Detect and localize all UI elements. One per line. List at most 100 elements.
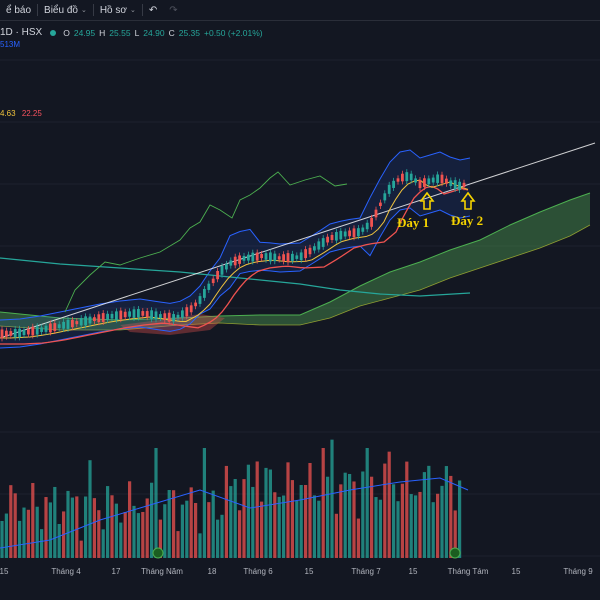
candle: [84, 316, 87, 326]
candle: [185, 307, 189, 317]
volume-bar: [202, 448, 206, 558]
time-axis-label: Tháng 4: [51, 567, 81, 576]
volume-bar: [31, 483, 35, 558]
volume-bar: [449, 475, 453, 558]
candle: [101, 313, 105, 322]
candle: [154, 311, 158, 320]
candle: [414, 178, 417, 183]
volume-bar: [308, 462, 312, 558]
volume-bar: [330, 439, 334, 558]
candle: [282, 254, 285, 262]
volume-bar: [66, 490, 70, 558]
redo-button[interactable]: ↷: [163, 0, 183, 20]
candle: [211, 278, 215, 284]
volume-bar: [444, 466, 448, 558]
change-value: +0.50 (+2.01%): [204, 27, 263, 38]
volume-bar: [396, 501, 400, 558]
ohlc-legend: 1D · HSX O 24.95 H 25.55 L 24.90 C 25.35 +0.…: [0, 27, 263, 38]
volume-bar: [233, 479, 237, 558]
candle: [357, 228, 360, 237]
cloud-lower-line: [0, 224, 591, 331]
volume-bar: [88, 460, 92, 558]
top-toolbar: ể báo Biểu đồ ⌄ Hồ sơ ⌄ ↶ ↷: [0, 0, 600, 21]
candle: [264, 253, 268, 260]
volume-bar: [224, 465, 228, 558]
time-axis-label: Tháng 7: [351, 567, 381, 576]
volume-bar: [40, 529, 44, 558]
candle: [123, 311, 127, 318]
volume-bar: [132, 505, 136, 558]
candle: [66, 319, 70, 329]
event-marker-icon: [152, 547, 164, 559]
candle: [418, 179, 422, 189]
candle: [370, 217, 373, 227]
candle: [40, 327, 43, 332]
volume-bar: [106, 486, 110, 558]
candle: [409, 173, 413, 181]
event-marker-icon: [449, 547, 461, 559]
candle: [339, 230, 343, 240]
candle: [277, 256, 281, 260]
volume-bar: [383, 463, 387, 558]
volume-bar: [260, 501, 264, 558]
time-axis-label: 15: [304, 567, 314, 576]
volume-average-line: [0, 477, 469, 549]
candle: [379, 202, 382, 207]
candle: [44, 325, 48, 332]
candle: [401, 173, 404, 182]
volume-bar: [370, 476, 374, 558]
annotation-bottom-2: Đáy 2: [451, 213, 484, 228]
candle: [405, 172, 409, 182]
candle: [27, 328, 30, 335]
candle: [18, 328, 21, 338]
candle: [387, 184, 391, 194]
charts-menu[interactable]: Biểu đồ ⌄: [44, 4, 87, 16]
volume-bar: [150, 482, 154, 558]
volume-bar: [317, 500, 321, 558]
candle: [22, 329, 26, 336]
volume-bar: [378, 499, 382, 558]
profile-menu[interactable]: Hồ sơ ⌄: [99, 4, 136, 16]
candle: [172, 314, 175, 322]
volume-bar: [84, 496, 88, 558]
volume-bar: [53, 486, 57, 558]
volume-bar: [44, 497, 48, 558]
candle: [5, 330, 8, 337]
volume-bar: [18, 520, 22, 558]
volume-bar: [220, 514, 224, 558]
volume-bar: [238, 510, 242, 558]
candle: [145, 311, 149, 318]
volume-bar: [123, 512, 127, 558]
volume-bar: [352, 481, 356, 558]
time-axis-label: 15: [0, 567, 9, 576]
candle: [132, 309, 136, 318]
candle: [150, 310, 153, 320]
candle: [348, 230, 351, 237]
time-axis-label: 15: [408, 567, 418, 576]
volume-bar: [321, 448, 325, 558]
volume-bar: [374, 497, 378, 558]
volume-bar: [246, 464, 250, 558]
volume-bar: [92, 498, 96, 558]
candle: [392, 180, 395, 188]
indicator-legend: 4.63 22.25: [0, 109, 42, 118]
candle: [361, 227, 365, 232]
candle: [295, 255, 299, 259]
close-value: 25.35: [178, 27, 200, 38]
volume-bar: [211, 490, 215, 558]
open-value: 24.95: [73, 27, 96, 38]
candle: [75, 321, 79, 325]
low-value: 24.90: [143, 27, 165, 38]
candle: [383, 193, 387, 201]
alert-menu[interactable]: ể báo: [6, 4, 32, 16]
undo-button[interactable]: ↶: [143, 0, 163, 20]
candle: [198, 296, 202, 304]
candle: [31, 326, 35, 336]
volume-bar: [9, 485, 13, 558]
candle: [352, 228, 356, 238]
volume-bar: [418, 491, 422, 558]
volume-bar: [427, 465, 431, 558]
volume-bar: [216, 519, 220, 558]
candle: [106, 313, 109, 320]
